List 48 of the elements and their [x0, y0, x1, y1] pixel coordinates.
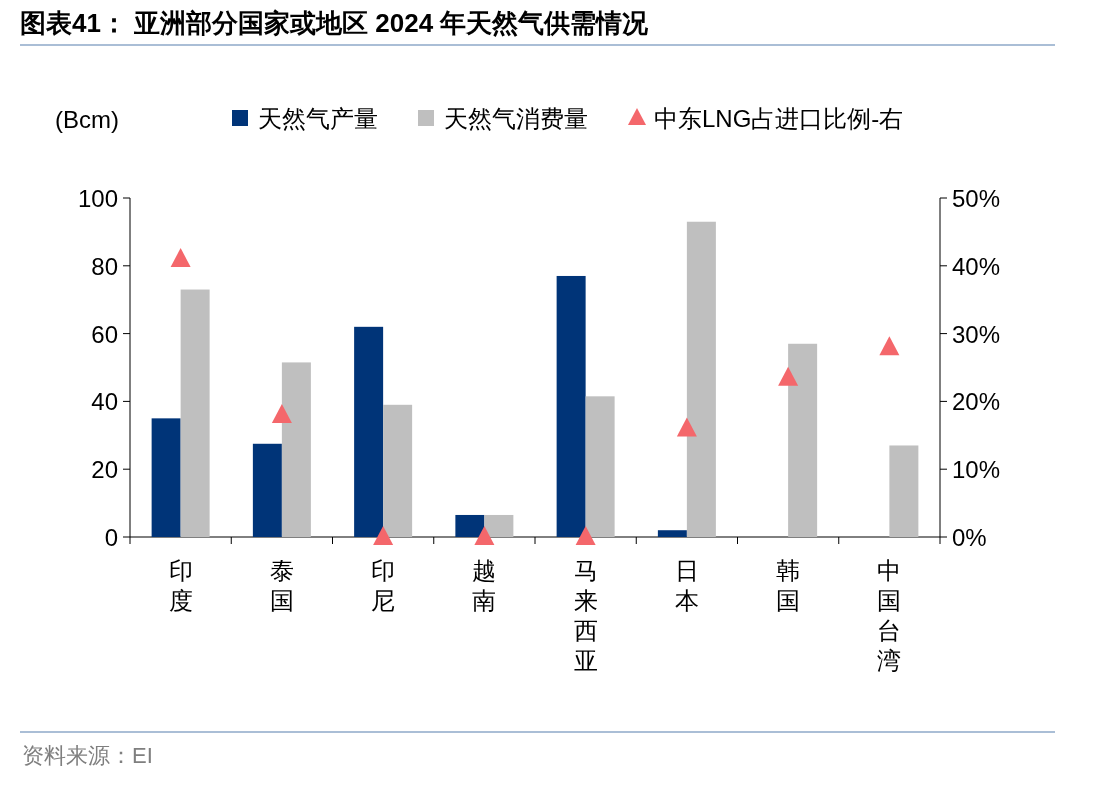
bar	[354, 326, 384, 537]
point	[879, 336, 900, 356]
point	[271, 403, 292, 423]
y2-tick-label: 50%	[952, 185, 1001, 212]
x-tick-label: 中国台湾	[877, 557, 902, 674]
x-tick-label: 印尼	[371, 557, 396, 614]
bar	[484, 514, 514, 537]
y-tick-label: 100	[77, 185, 118, 212]
y2-tick-label: 20%	[952, 388, 1001, 416]
y-tick-label: 60	[91, 320, 118, 348]
bar	[657, 530, 687, 537]
bar	[281, 362, 311, 537]
y-tick-label: 80	[91, 252, 118, 280]
bar	[585, 396, 615, 537]
x-tick-label: 马来西亚	[573, 557, 598, 674]
point	[778, 366, 799, 386]
x-tick-label: 韩国	[776, 557, 801, 614]
point	[474, 526, 495, 545]
bar	[180, 289, 210, 537]
point	[676, 417, 697, 437]
point	[575, 526, 596, 545]
chart-title: 图表41： 亚洲部分国家或地区 2024 年天然气供需情况	[20, 8, 650, 38]
bar	[556, 275, 586, 537]
x-tick-label: 印度	[168, 557, 193, 614]
y-axis-title: (Bcm)	[55, 106, 119, 133]
legend-label: 天然气消费量	[444, 105, 588, 132]
y-tick-label: 20	[91, 456, 118, 484]
legend-label: 天然气产量	[258, 105, 378, 132]
y2-tick-label: 30%	[952, 320, 1001, 348]
x-tick-label: 越南	[472, 557, 497, 614]
bar	[383, 404, 413, 537]
y-tick-label: 0	[104, 524, 118, 551]
point	[170, 248, 191, 268]
x-tick-label: 泰国	[269, 557, 294, 614]
y2-tick-label: 10%	[952, 456, 1001, 484]
x-tick-label: 日本	[674, 557, 699, 614]
bar	[788, 343, 818, 537]
legend-label: 中东LNG占进口比例-右	[654, 105, 904, 132]
bar	[151, 418, 181, 537]
bar	[252, 443, 282, 537]
y-tick-label: 40	[91, 388, 118, 416]
bar	[686, 221, 716, 537]
y2-tick-label: 0%	[952, 524, 987, 551]
y2-tick-label: 40%	[952, 252, 1001, 280]
text: 资料来源：EI	[22, 743, 153, 768]
bar	[889, 445, 919, 537]
point	[373, 526, 394, 545]
bar	[455, 514, 485, 537]
